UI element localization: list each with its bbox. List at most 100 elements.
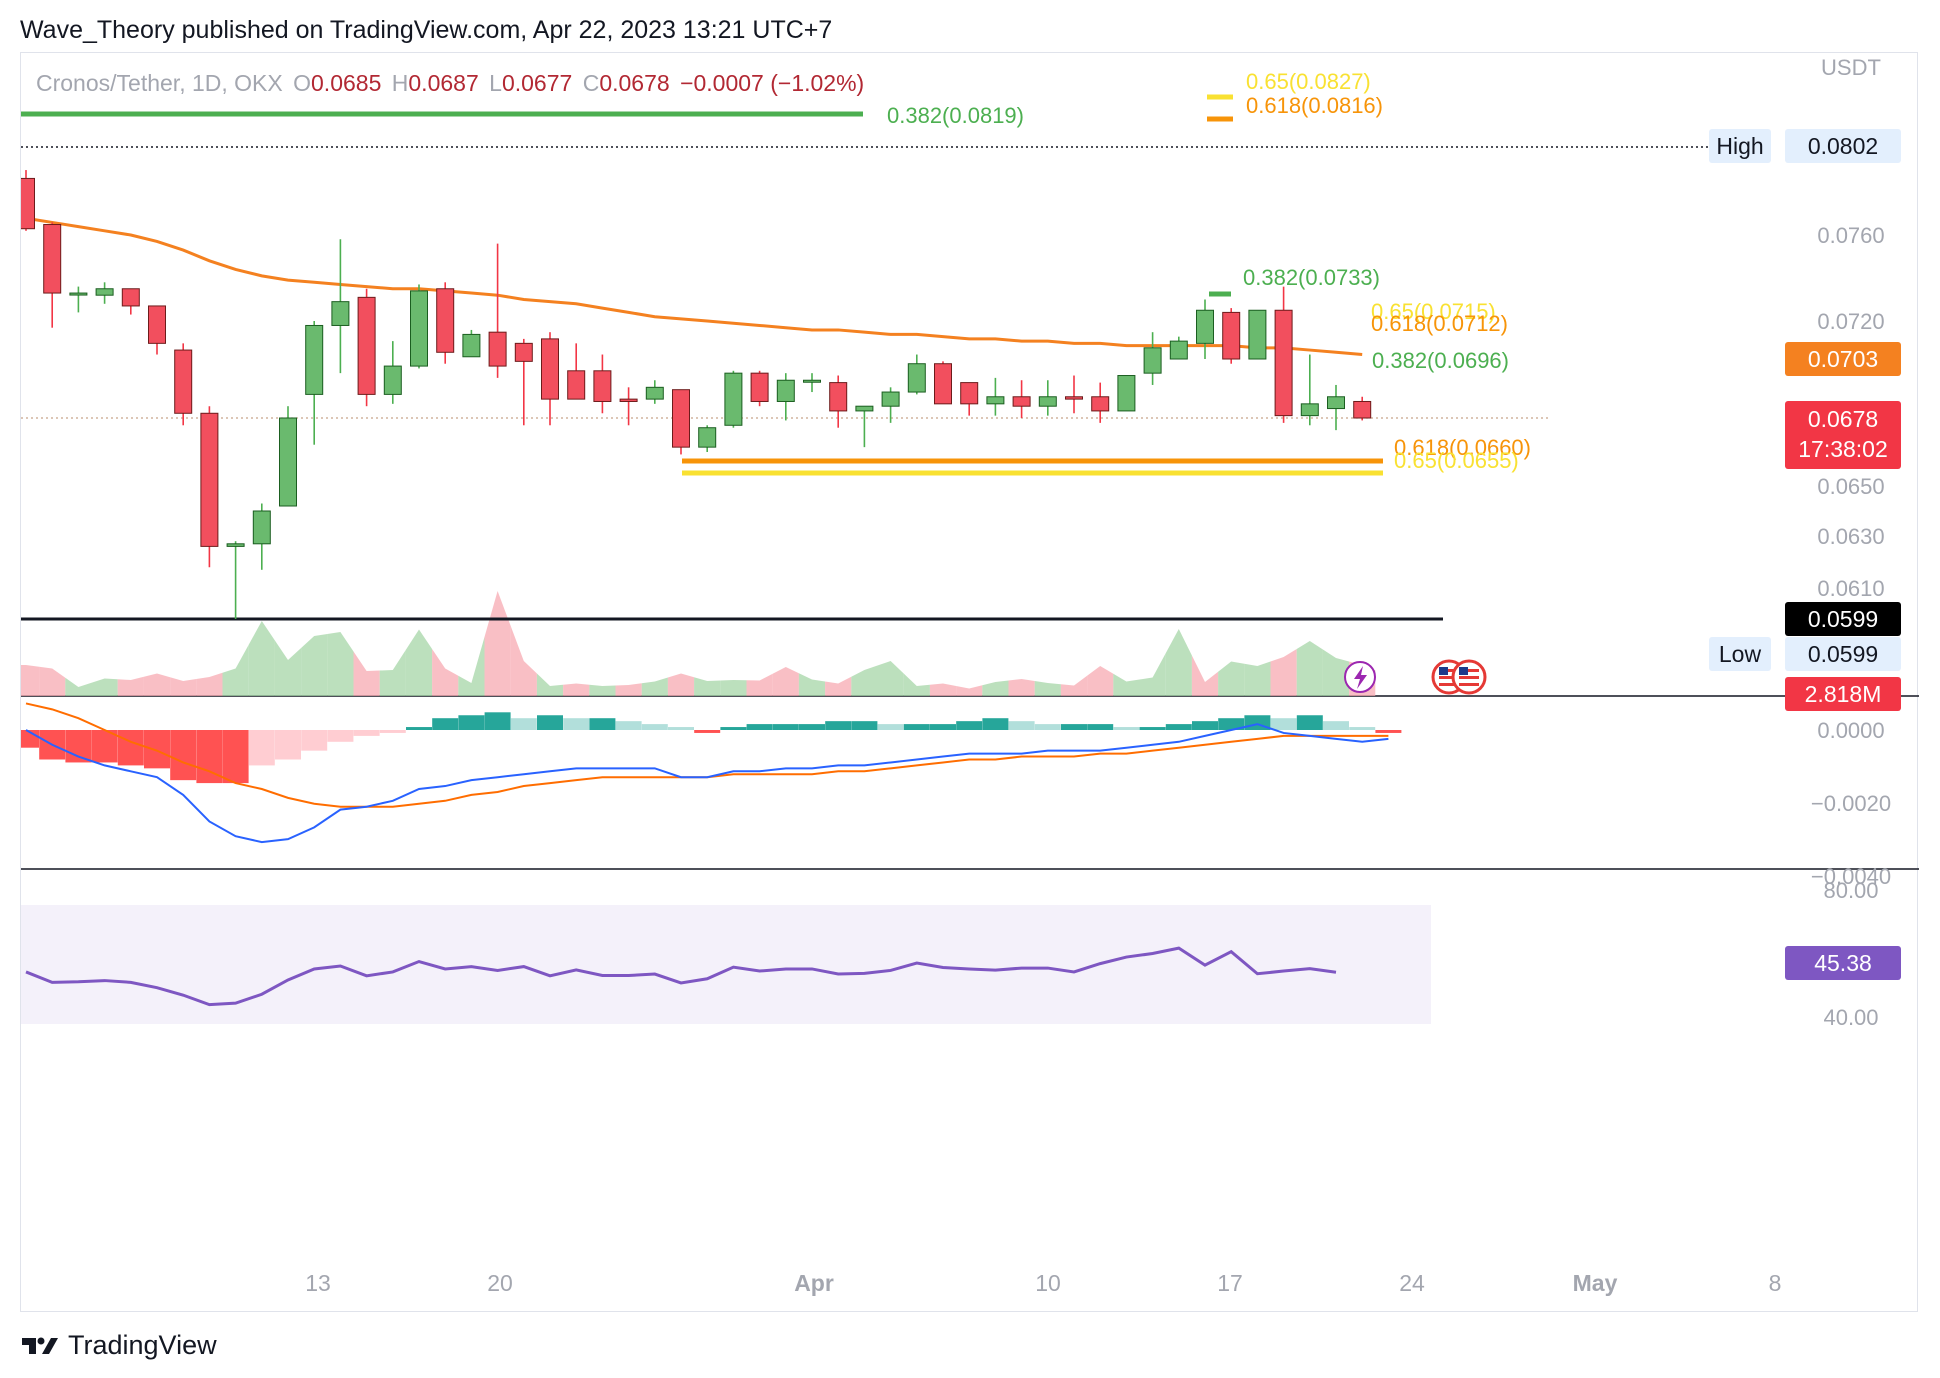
support-value-badge: [1785, 602, 1901, 636]
volume-area: [825, 676, 852, 696]
low-label-badge: [1709, 637, 1771, 671]
volume-area: [65, 677, 92, 696]
time-tick: Apr: [794, 1270, 834, 1296]
rsi-tick: 40.00: [1823, 1005, 1878, 1030]
high-label-badge-text: High: [1716, 133, 1763, 159]
macd-line: [25, 723, 1389, 844]
ema-value-badge-text: 0.0703: [1808, 346, 1878, 372]
volume-area: [877, 661, 904, 696]
macd-histogram-bar: [1034, 724, 1061, 730]
volume-area: [1034, 681, 1061, 696]
macd-histogram-bar: [903, 724, 930, 730]
time-tick: 24: [1399, 1270, 1425, 1296]
high-label: H: [391, 70, 409, 96]
flag-stripe: [1439, 676, 1459, 679]
candle-body: [803, 379, 821, 383]
open-label: O: [293, 70, 312, 96]
volume-area: [432, 649, 459, 696]
volume-area: [39, 666, 66, 696]
candle-body: [462, 333, 481, 358]
macd-histogram-bar: [91, 730, 118, 763]
high-value-badge-text: 0.0802: [1808, 133, 1878, 159]
volume-area: [196, 672, 223, 696]
macd-histogram-bar: [1087, 724, 1114, 730]
candle-body: [1012, 396, 1031, 407]
volume-area: [1296, 641, 1323, 696]
volume-area: [641, 677, 668, 696]
rsi-value-badge-text: 45.38: [1814, 950, 1872, 976]
volume-area: [615, 683, 642, 696]
macd-tick: −0.0020: [1811, 791, 1891, 816]
volume-area: [222, 644, 249, 696]
candle-body: [541, 338, 559, 400]
candle-body: [960, 382, 979, 405]
volume-area: [798, 673, 826, 696]
volume-area: [982, 680, 1009, 696]
rsi-line: [25, 946, 1337, 1007]
fib-label: 0.382(0.0696): [1372, 348, 1509, 373]
volume-area: [301, 634, 328, 696]
macd-histogram-bar: [930, 724, 956, 730]
candle-body: [305, 324, 324, 395]
candle-body: [750, 372, 769, 402]
fib-label: 0.65(0.0655): [1394, 448, 1519, 473]
fib-label: 0.618(0.0660): [1394, 435, 1531, 460]
rsi-band: [21, 905, 1431, 1024]
volume-area: [772, 667, 799, 696]
macd-histogram-bar: [170, 730, 197, 781]
low-label: L: [489, 70, 502, 96]
chart-canvas[interactable]: 0.382(0.0819) 0.65(0.0827)0.618(0.0816) 0.…: [21, 53, 1919, 1313]
volume-area: [1113, 673, 1140, 696]
volume-area: [117, 676, 144, 696]
last-price-text: 0.0678: [1808, 406, 1878, 432]
open-value: 0.0685: [311, 70, 382, 96]
flag-canton: [1439, 667, 1448, 675]
candle-body: [1248, 309, 1267, 360]
fib-label: 0.65(0.0715): [1371, 299, 1496, 324]
macd-histogram-bar: [1323, 721, 1349, 730]
price-tick: 0.0760: [1817, 223, 1884, 248]
fib-label: 0.382(0.0733): [1243, 265, 1380, 290]
macd-histogram-bar: [1349, 727, 1376, 730]
macd-histogram-bar: [877, 724, 904, 730]
candle-body: [881, 391, 900, 407]
macd-histogram-bar: [1192, 721, 1218, 730]
macd-histogram-bar: [772, 724, 799, 730]
footer-brand[interactable]: TradingView: [68, 1330, 217, 1360]
candle-body: [43, 224, 62, 294]
candle-body: [1327, 396, 1345, 410]
macd-histogram-bar: [301, 730, 328, 751]
volume-area: [143, 673, 171, 696]
macd-histogram-bar: [1061, 724, 1087, 730]
flag-stripe: [1439, 669, 1459, 672]
macd-histogram-bar: [484, 712, 511, 730]
volume-area: [694, 677, 721, 696]
macd-histogram-bar: [537, 715, 563, 730]
volume-area: [1218, 661, 1245, 696]
change-value: −0.0007 (−1.02%): [680, 70, 865, 96]
macd-histogram-bar: [1165, 724, 1192, 730]
volume-area: [405, 629, 433, 696]
flag-stripe: [1459, 669, 1479, 672]
volume-area: [956, 685, 983, 696]
ema-line: [25, 216, 1363, 357]
volume-area: [1270, 649, 1297, 696]
candle-body: [148, 305, 166, 344]
volume-area: [327, 632, 354, 696]
candle-body: [252, 510, 271, 545]
candle-body: [1222, 311, 1241, 360]
volume-area: [91, 678, 118, 696]
time-tick: 10: [1035, 1270, 1061, 1296]
volume-area: [484, 591, 511, 696]
ohlc-legend: Cronos/Tether, 1D, OKX O0.0685 H0.0687 L…: [36, 70, 864, 97]
candle-body: [1117, 375, 1136, 412]
macd-histogram-bar: [851, 721, 878, 730]
time-tick: May: [1573, 1270, 1618, 1296]
macd-tick: 0.0000: [1817, 718, 1884, 743]
candle-body: [645, 386, 664, 400]
chart-frame: 0.382(0.0819) 0.65(0.0827) 0.618(0.0816) 0.…: [20, 52, 1919, 1313]
candle-body: [69, 292, 88, 296]
candle-body: [410, 290, 428, 367]
symbol-label[interactable]: Cronos/Tether, 1D, OKX: [36, 70, 283, 96]
tradingview-logo-icon: [22, 1337, 58, 1354]
